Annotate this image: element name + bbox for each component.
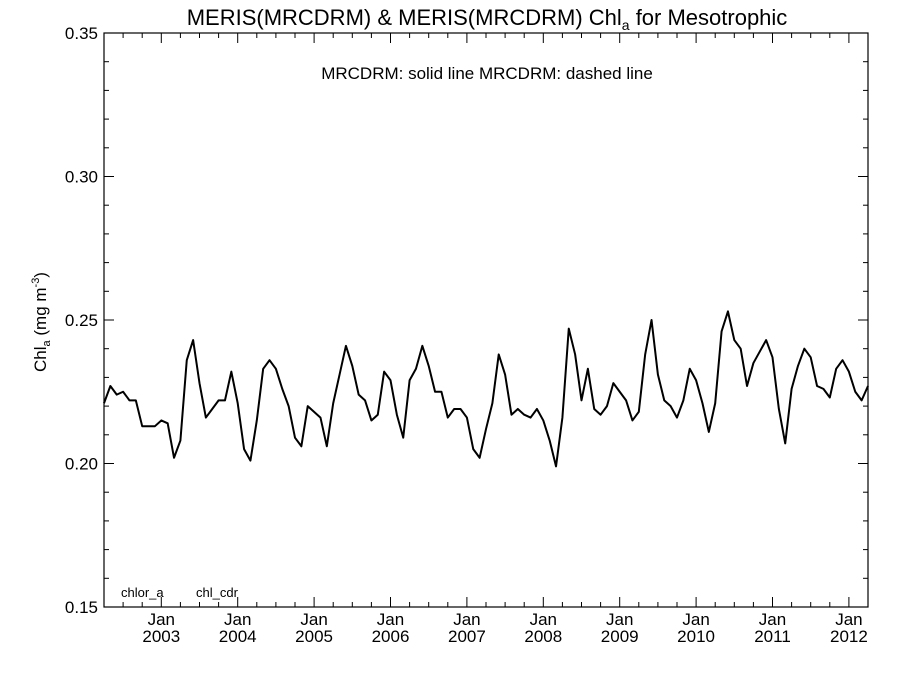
x-tick-label-year: 2012 bbox=[830, 627, 868, 646]
chart-title-end: for Mesotrophic bbox=[630, 5, 788, 30]
x-tick-label-year: 2005 bbox=[295, 627, 333, 646]
series-style-annotation: MRCDRM: solid line MRCDRM: dashed line bbox=[321, 64, 653, 83]
tick-marks bbox=[103, 32, 869, 608]
plot-frame bbox=[103, 32, 869, 608]
y-axis-label-close: ) bbox=[31, 272, 50, 278]
x-tick-label-year: 2004 bbox=[219, 627, 257, 646]
x-tick-label-year: 2011 bbox=[754, 627, 791, 646]
y-axis-label-superscript: -3 bbox=[30, 278, 42, 288]
chl-series-line bbox=[103, 310, 869, 468]
x-tick-label-year: 2007 bbox=[448, 627, 486, 646]
x-tick-label-month: Jan bbox=[300, 610, 327, 629]
x-tick-label-month: Jan bbox=[224, 610, 251, 629]
chart-title-main: MERIS(MRCDRM) & MERIS(MRCDRM) Chl bbox=[187, 5, 622, 30]
x-tick-label-month: Jan bbox=[377, 610, 404, 629]
x-tick-label-year: 2009 bbox=[601, 627, 639, 646]
legend-label-chlor-a: chlor_a bbox=[121, 585, 164, 600]
y-tick-label: 0.20 bbox=[65, 455, 98, 474]
y-axis-label-subscript: a bbox=[41, 339, 53, 346]
y-axis-label-unit: (mg m bbox=[31, 287, 50, 340]
x-tick-label-month: Jan bbox=[453, 610, 480, 629]
x-tick-label-month: Jan bbox=[148, 610, 175, 629]
x-tick-label-month: Jan bbox=[606, 610, 633, 629]
x-tick-label-year: 2010 bbox=[677, 627, 715, 646]
axes bbox=[103, 32, 869, 608]
y-tick-label: 0.30 bbox=[65, 168, 98, 187]
chart-title-subscript: a bbox=[622, 17, 630, 33]
series bbox=[103, 310, 869, 468]
y-axis-label-main: Chl bbox=[31, 346, 50, 372]
x-tick-label-month: Jan bbox=[835, 610, 862, 629]
x-tick-label-year: 2008 bbox=[524, 627, 562, 646]
chart-title: MERIS(MRCDRM) & MERIS(MRCDRM) Chla for M… bbox=[187, 5, 788, 33]
legend-label-chl-cdr: chl_cdr bbox=[196, 585, 239, 600]
x-tick-label-year: 2006 bbox=[372, 627, 410, 646]
x-tick-label-year: 2003 bbox=[142, 627, 180, 646]
y-axis-label: Chla (mg m-3) bbox=[30, 272, 53, 372]
x-tick-label-month: Jan bbox=[530, 610, 557, 629]
y-tick-label: 0.15 bbox=[65, 598, 98, 617]
y-tick-label: 0.35 bbox=[65, 24, 98, 43]
tick-labels: 0.150.200.250.300.35Jan2003Jan2004Jan200… bbox=[65, 24, 868, 646]
x-tick-label-month: Jan bbox=[759, 610, 786, 629]
y-tick-label: 0.25 bbox=[65, 311, 98, 330]
x-tick-label-month: Jan bbox=[682, 610, 709, 629]
